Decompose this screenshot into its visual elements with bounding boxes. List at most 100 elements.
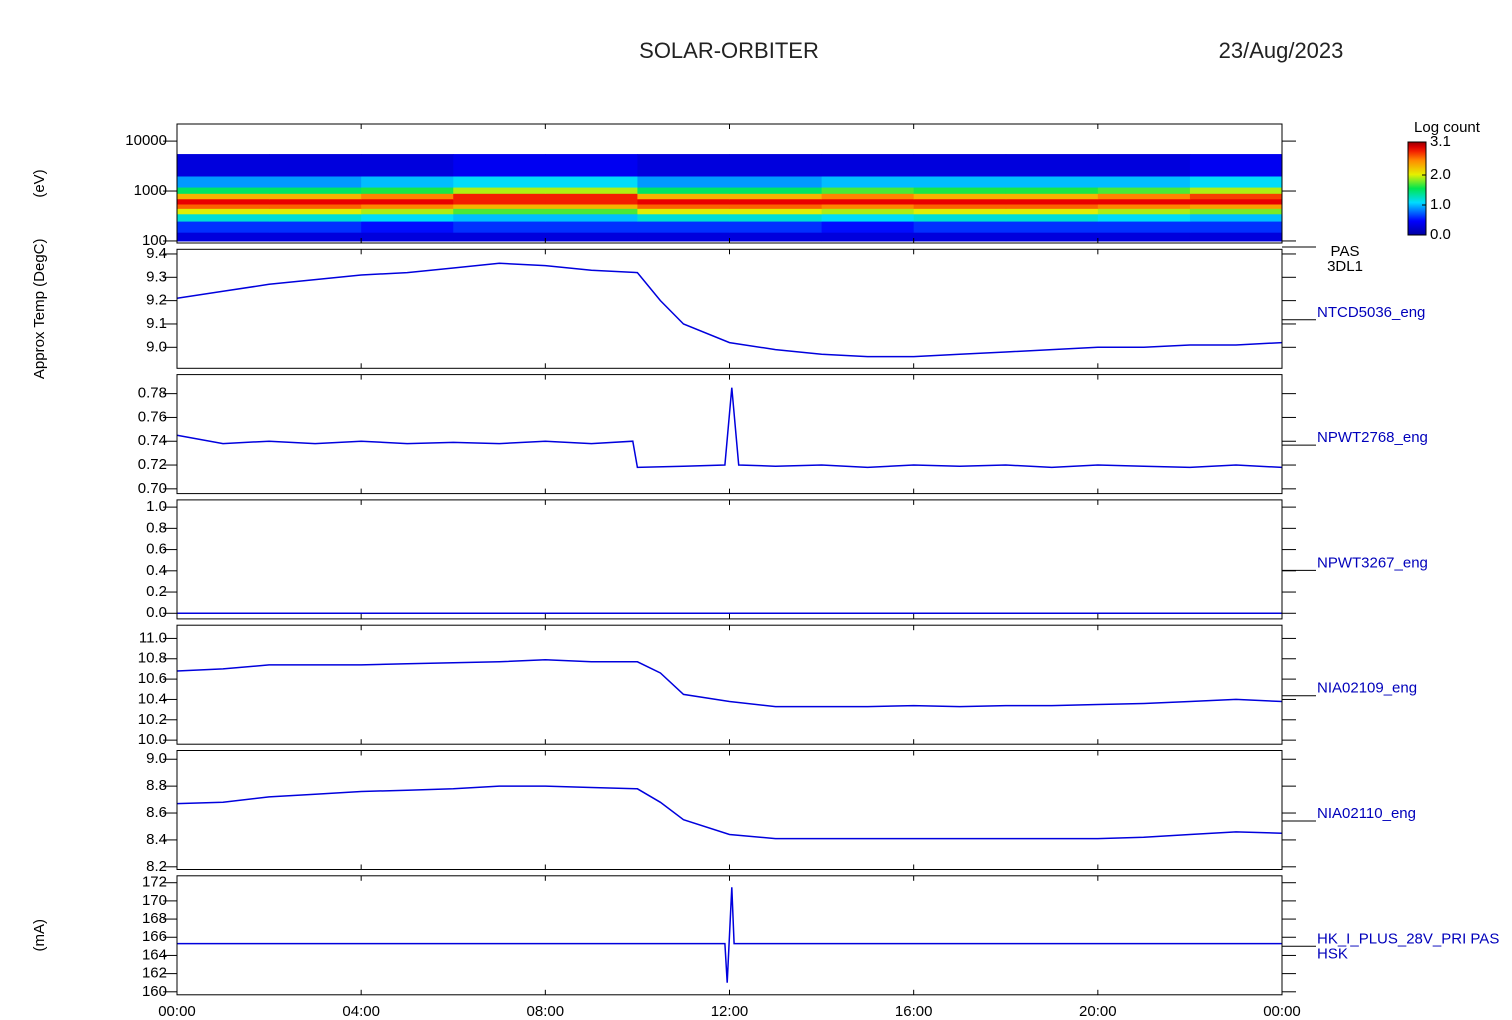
x-tick-label: 20:00 [1079, 1003, 1117, 1020]
heat-cell [361, 232, 454, 242]
heat-cell [637, 203, 730, 209]
y-tick-label: 170 [142, 892, 167, 909]
heat-cell [1097, 221, 1191, 233]
heat-cell [913, 193, 1007, 200]
panel-label: NPWT2768_eng [1317, 429, 1428, 446]
heat-cell [821, 208, 915, 215]
heat-cell [269, 203, 362, 209]
heat-cell [1005, 203, 1099, 209]
y-tick-label: 8.8 [146, 777, 167, 794]
heat-cell [177, 221, 270, 233]
panel-label: HSK [1317, 945, 1348, 962]
heat-cell [453, 208, 546, 215]
heat-cell [269, 198, 362, 205]
heat-cell [361, 213, 454, 222]
heat-cell [177, 213, 270, 222]
y-tick-label: 0.78 [138, 385, 167, 402]
heat-cell [177, 198, 270, 205]
heat-cell [545, 154, 638, 177]
heat-cell [1005, 232, 1099, 242]
heat-cell [361, 203, 454, 209]
panel-label: 3DL1 [1327, 258, 1363, 275]
heat-cell [545, 203, 638, 209]
heat-cell [1005, 154, 1099, 177]
y-tick-label: 164 [142, 946, 167, 963]
heat-cell [913, 208, 1007, 215]
heat-cell [637, 154, 730, 177]
heat-cell [545, 208, 638, 215]
y-tick-label: 1000 [134, 182, 167, 199]
y-tick-label: 10.8 [138, 650, 167, 667]
heat-cell [913, 154, 1007, 177]
heat-cell [637, 193, 730, 200]
heat-cell [821, 232, 915, 242]
heat-cell [177, 187, 270, 194]
panel-frame [176, 499, 1283, 620]
heat-cell [729, 232, 823, 242]
heat-cell [269, 187, 362, 194]
panel-frame [176, 750, 1283, 870]
heat-cell [637, 187, 730, 194]
heat-cell [361, 175, 454, 188]
y-axis-label: (mA) [31, 919, 48, 952]
y-tick-label: 0.4 [146, 562, 167, 579]
heat-cell [545, 187, 638, 194]
heat-cell [361, 221, 454, 233]
x-tick-label: 16:00 [895, 1003, 933, 1020]
heat-cell [545, 213, 638, 222]
y-tick-label: 9.1 [146, 315, 167, 332]
y-tick-label: 9.2 [146, 292, 167, 309]
heat-cell [913, 213, 1007, 222]
heat-cell [729, 187, 823, 194]
data-line [176, 262, 1283, 358]
heat-cell [1097, 187, 1191, 194]
heat-cell [177, 232, 270, 242]
colorbar-title: Log count [1414, 119, 1481, 136]
heat-cell [821, 203, 915, 209]
colorbar-tick-label: 0.0 [1430, 226, 1451, 243]
panel-frame [176, 248, 1283, 369]
heat-cell [177, 208, 270, 215]
heat-cell [1005, 198, 1099, 205]
heat-cell [1005, 175, 1099, 188]
y-tick-label: 1.0 [146, 498, 167, 515]
heat-cell [361, 187, 454, 194]
heat-cell [729, 154, 823, 177]
heat-cell [453, 198, 546, 205]
y-tick-label: 11.0 [139, 629, 167, 646]
x-tick-label: 04:00 [342, 1003, 380, 1020]
heat-cell [453, 213, 546, 222]
y-tick-label: 166 [142, 928, 167, 945]
data-line [176, 659, 1283, 708]
heat-cell [1189, 187, 1283, 194]
heat-cell [1097, 154, 1191, 177]
heat-cell [729, 221, 823, 233]
heat-cell [1189, 232, 1283, 242]
heat-cell [361, 208, 454, 215]
heat-cell [1005, 208, 1099, 215]
panel-frame [176, 624, 1283, 745]
heat-cell [913, 203, 1007, 209]
y-tick-label: 168 [142, 910, 167, 927]
heat-cell [821, 154, 915, 177]
colorbar-tick-label: 2.0 [1430, 166, 1451, 183]
y-tick-label: 162 [142, 965, 167, 982]
heat-cell [1097, 213, 1191, 222]
heat-cell [1005, 187, 1099, 194]
y-tick-label: 0.8 [146, 519, 167, 536]
heat-cell [269, 193, 362, 200]
heat-cell [1189, 208, 1283, 215]
heat-cell [1097, 198, 1191, 205]
heat-cell [729, 175, 823, 188]
panel-label: NIA02110_eng [1317, 805, 1416, 822]
y-axis-label: Approx Temp (DegC) [31, 238, 48, 379]
heat-cell [545, 221, 638, 233]
y-tick-label: 10.0 [138, 731, 167, 748]
heat-cell [545, 232, 638, 242]
heat-cell [361, 198, 454, 205]
heat-cell [821, 187, 915, 194]
colorbar-tick-label: 1.0 [1430, 196, 1451, 213]
panel-label: NIA02109_eng [1317, 680, 1417, 697]
y-tick-label: 0.76 [138, 408, 167, 425]
y-tick-label: 10000 [125, 132, 167, 149]
